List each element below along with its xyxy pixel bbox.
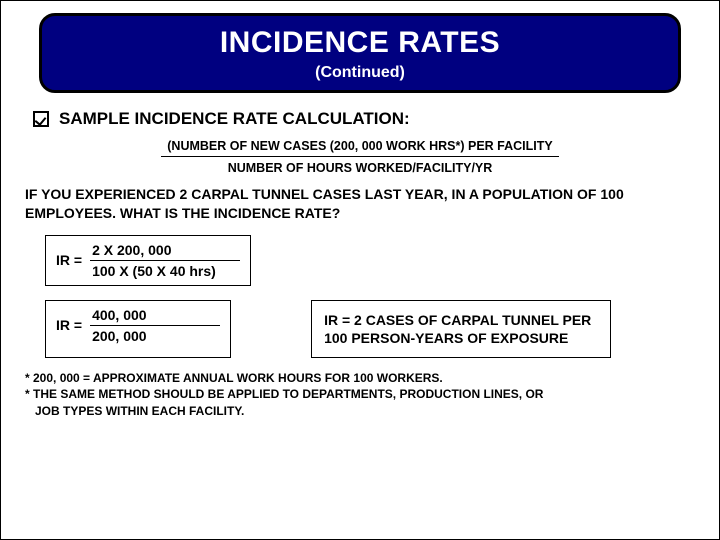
footnote-1: * 200, 000 = APPROXIMATE ANNUAL WORK HOU…	[25, 370, 695, 386]
equation-1-label: IR =	[56, 252, 82, 268]
footnote-2: * THE SAME METHOD SHOULD BE APPLIED TO D…	[25, 386, 695, 402]
equation-1-fraction: 2 X 200, 000 100 X (50 X 40 hrs)	[90, 242, 240, 279]
section-heading-row: SAMPLE INCIDENCE RATE CALCULATION:	[33, 109, 699, 129]
equation-1-denominator: 100 X (50 X 40 hrs)	[90, 261, 240, 279]
formula-numerator: (NUMBER OF NEW CASES (200, 000 WORK HRS*…	[161, 139, 558, 157]
footnote-3: JOB TYPES WITHIN EACH FACILITY.	[35, 403, 695, 419]
equation-2-denominator: 200, 000	[90, 326, 220, 344]
body-text: IF YOU EXPERIENCED 2 CARPAL TUNNEL CASES…	[25, 185, 695, 223]
equation-2-row: IR = 400, 000 200, 000 IR = 2 CASES OF C…	[45, 300, 699, 358]
title-main: INCIDENCE RATES	[62, 26, 658, 60]
result-text: IR = 2 CASES OF CARPAL TUNNEL PER 100 PE…	[324, 311, 598, 347]
equation-2-numerator: 400, 000	[90, 307, 220, 326]
title-sub: (Continued)	[62, 64, 658, 82]
equation-1-wrap: IR = 2 X 200, 000 100 X (50 X 40 hrs)	[45, 235, 699, 286]
equation-2-label: IR =	[56, 317, 82, 333]
checkbox-icon	[33, 111, 49, 127]
formula-denominator: NUMBER OF HOURS WORKED/FACILITY/YR	[91, 161, 629, 175]
section-heading: SAMPLE INCIDENCE RATE CALCULATION:	[59, 109, 410, 129]
equation-2-fraction: 400, 000 200, 000	[90, 307, 220, 344]
equation-1-numerator: 2 X 200, 000	[90, 242, 240, 261]
formula-block: (NUMBER OF NEW CASES (200, 000 WORK HRS*…	[91, 137, 629, 175]
result-box: IR = 2 CASES OF CARPAL TUNNEL PER 100 PE…	[311, 300, 611, 358]
equation-1-box: IR = 2 X 200, 000 100 X (50 X 40 hrs)	[45, 235, 251, 286]
footnotes: * 200, 000 = APPROXIMATE ANNUAL WORK HOU…	[25, 370, 695, 419]
title-block: INCIDENCE RATES (Continued)	[39, 13, 681, 93]
slide: INCIDENCE RATES (Continued) SAMPLE INCID…	[0, 0, 720, 540]
equation-2-box: IR = 400, 000 200, 000	[45, 300, 231, 358]
